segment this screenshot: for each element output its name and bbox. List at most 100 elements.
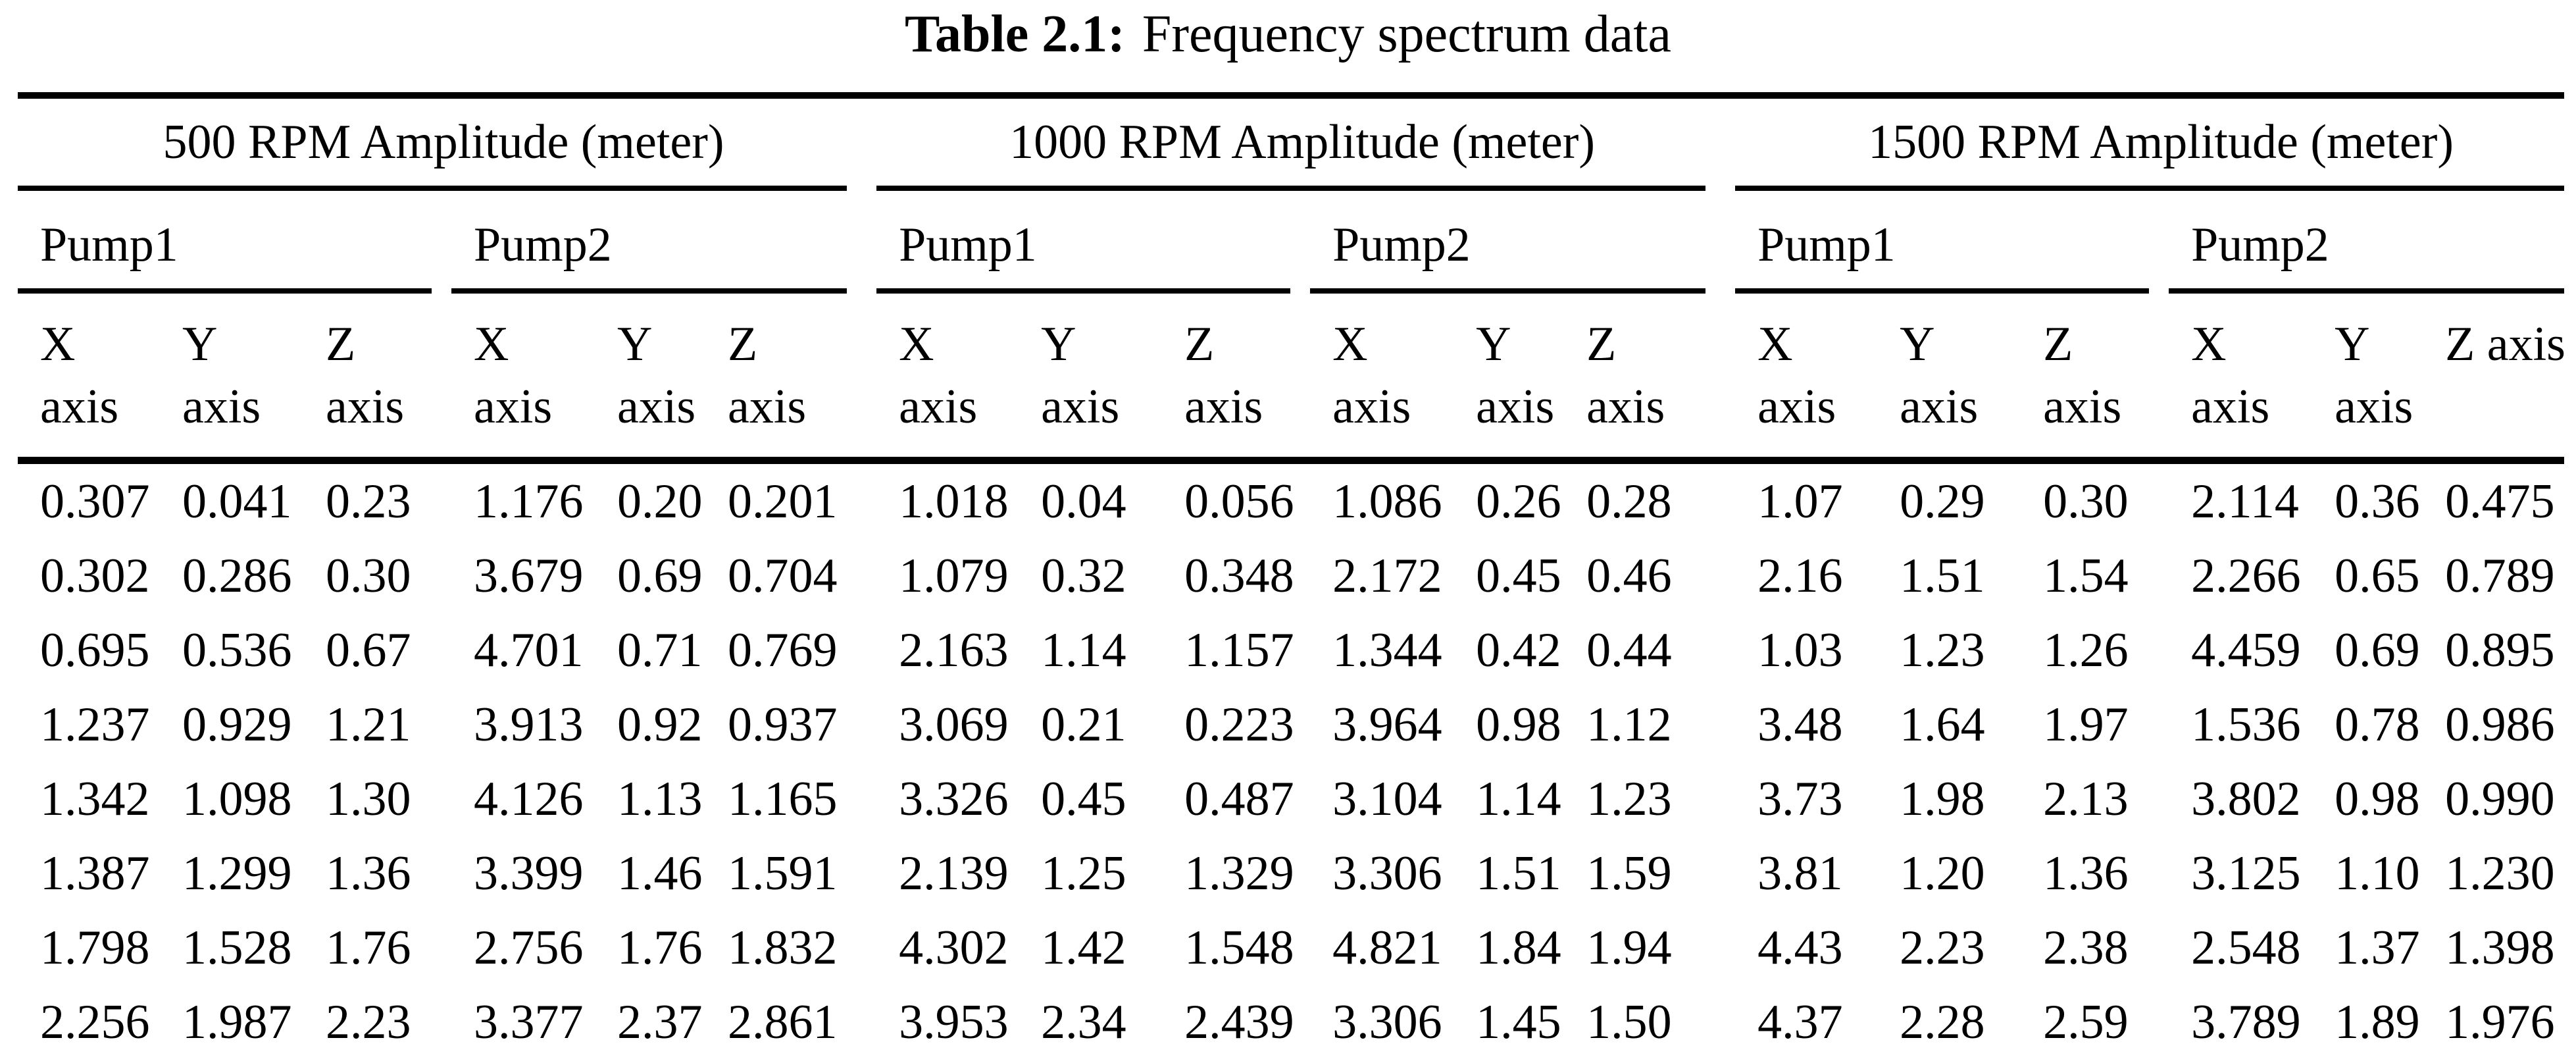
column-gap: [1705, 613, 1735, 687]
column-gap: [847, 538, 876, 613]
cell-r3-c7: 2.163: [899, 623, 1009, 677]
cell-r5-c10: 3.104: [1332, 772, 1442, 826]
pump-gap: [432, 291, 451, 464]
cell-r7-c2: 1.528: [182, 921, 292, 975]
cell-r5-c6: 1.165: [728, 772, 838, 826]
cell-r6-c3: 1.36: [326, 846, 411, 900]
cell-r5-c18: 0.990: [2445, 772, 2555, 826]
cell-r5-c1: 1.342: [40, 772, 150, 826]
cell-r6-c15: 1.36: [2043, 846, 2129, 900]
cell-r4-c1: 1.237: [40, 698, 150, 752]
cell-r5-c14: 1.98: [1900, 772, 1985, 826]
pump-gap: [1290, 291, 1311, 464]
column-gap: [1705, 538, 1735, 613]
cell-r8-c10: 3.306: [1310, 985, 1454, 1063]
table-caption-text: Frequency spectrum data: [1142, 5, 1672, 63]
column-gap: [2149, 538, 2169, 613]
cell-r1-c3: 0.23: [326, 475, 411, 529]
cell-r6-c8: 1.25: [1041, 846, 1126, 900]
cell-r2-c1: 0.302: [40, 549, 150, 603]
cell-r1-c8: 0.04: [1041, 475, 1126, 529]
group-gap: [1705, 92, 1736, 188]
cell-r4-c7: 3.069: [899, 698, 1009, 752]
cell-r8-c11: 1.45: [1453, 985, 1565, 1063]
column-gap: [432, 461, 451, 539]
cell-r1-c16: 2.114: [2191, 475, 2299, 529]
table-row: 0.302 0.286 0.30 3.679 0.69 0.704 1.079 0.32 0.3…: [18, 538, 2564, 613]
cell-r4-c13: 3.48: [1757, 698, 1843, 752]
cell-r7-c13: 4.43: [1757, 921, 1843, 975]
cell-r1-c14: 0.29: [1900, 475, 1985, 529]
frequency-spectrum-table: 500 RPM Amplitude (meter) 1000 RPM Ampli…: [18, 92, 2565, 1063]
group-gap: [847, 291, 877, 464]
column-gap: [1290, 985, 1311, 1063]
pump-gap: [2149, 291, 2169, 464]
cell-r3-c18: 0.895: [2445, 623, 2555, 677]
cell-r7-c10: 4.821: [1332, 921, 1442, 975]
cell-r4-c2: 0.929: [182, 698, 292, 752]
pump1-header-1000rpm: Pump1: [876, 188, 1291, 294]
cell-r6-c9: 1.329: [1184, 846, 1294, 900]
table-row: 1.798 1.528 1.76 2.756 1.76 1.832 4.302 1.42 1.5…: [18, 910, 2564, 985]
cell-r4-c18: 0.986: [2445, 698, 2555, 752]
column-gap: [1705, 836, 1735, 910]
cell-r1-c2: 0.041: [182, 475, 292, 529]
cell-r5-c2: 1.098: [182, 772, 292, 826]
cell-r2-c2: 0.286: [182, 549, 292, 603]
cell-r3-c11: 0.42: [1476, 623, 1561, 677]
cell-r7-c18: 1.398: [2445, 921, 2555, 975]
cell-r2-c17: 0.65: [2335, 549, 2420, 603]
cell-r5-c9: 0.487: [1184, 772, 1294, 826]
cell-r3-c12: 0.44: [1586, 623, 1672, 677]
column-gap: [847, 687, 876, 762]
column-gap: [2149, 762, 2169, 836]
table-row: 1.342 1.098 1.30 4.126 1.13 1.165 3.326 0.45 0.4…: [18, 762, 2564, 836]
cell-r1-c18: 0.475: [2445, 475, 2555, 529]
group-header-1000rpm: 1000 RPM Amplitude (meter): [876, 92, 1706, 191]
column-gap: [847, 461, 876, 539]
cell-r8-c8: 2.34: [1019, 985, 1163, 1063]
cell-r7-c16: 2.548: [2191, 921, 2301, 975]
cell-r2-c7: 1.079: [899, 549, 1009, 603]
cell-r1-c15: 0.30: [2043, 475, 2129, 529]
cell-r4-c3: 1.21: [326, 698, 411, 752]
cell-r2-c6: 0.704: [728, 549, 838, 603]
cell-r1-c6: 0.201: [728, 475, 838, 529]
cell-r3-c17: 0.69: [2335, 623, 2420, 677]
cell-r5-c7: 3.326: [899, 772, 1009, 826]
column-gap: [432, 910, 451, 985]
cell-r5-c16: 3.802: [2191, 772, 2301, 826]
cell-r8-c1: 2.256: [18, 985, 160, 1063]
cell-r1-c1: 0.307: [40, 475, 150, 529]
cell-r6-c13: 3.81: [1757, 846, 1843, 900]
cell-r8-c15: 2.59: [2021, 985, 2150, 1063]
cell-r8-c17: 1.89: [2312, 985, 2423, 1063]
cell-r7-c1: 1.798: [40, 921, 150, 975]
group-header-row: 500 RPM Amplitude (meter) 1000 RPM Ampli…: [18, 92, 2565, 191]
cell-r6-c17: 1.10: [2335, 846, 2420, 900]
table-caption: Table 2.1: Frequency spectrum data: [0, 7, 2576, 62]
pump-gap: [432, 188, 451, 291]
cell-r6-c7: 2.139: [899, 846, 1009, 900]
cell-r8-c18: 1.976: [2423, 985, 2565, 1063]
cell-r4-c6: 0.937: [728, 698, 838, 752]
cell-r7-c15: 2.38: [2043, 921, 2129, 975]
pump2-header-500rpm: Pump2: [451, 188, 847, 294]
column-gap: [432, 762, 451, 836]
cell-r2-c9: 0.348: [1184, 549, 1294, 603]
cell-r8-c12: 1.50: [1564, 985, 1706, 1063]
cell-r2-c14: 1.51: [1900, 549, 1985, 603]
cell-r2-c15: 1.54: [2043, 549, 2129, 603]
cell-r7-c8: 1.42: [1041, 921, 1126, 975]
pump-gap: [1290, 188, 1310, 291]
cell-r1-c17: 0.36: [2335, 475, 2420, 529]
cell-r3-c16: 4.459: [2191, 623, 2301, 677]
cell-r5-c3: 1.30: [326, 772, 411, 826]
table-body: 0.307 0.041 0.23 1.176 0.20 0.201 1.018 0.04 0.0…: [18, 461, 2565, 1063]
cell-r4-c11: 0.98: [1476, 698, 1561, 752]
